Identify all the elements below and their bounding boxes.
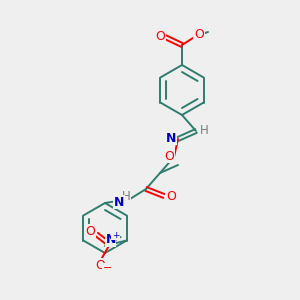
Text: O: O <box>155 31 165 44</box>
Text: N: N <box>114 196 124 208</box>
Text: O: O <box>166 190 176 202</box>
Text: −: − <box>103 263 112 274</box>
Text: O: O <box>164 149 174 163</box>
Text: O: O <box>194 28 204 41</box>
Text: H: H <box>200 124 208 136</box>
Text: O: O <box>96 259 106 272</box>
Text: +: + <box>112 231 119 240</box>
Text: O: O <box>86 225 96 238</box>
Text: N: N <box>106 233 116 246</box>
Text: H: H <box>122 190 130 202</box>
Text: N: N <box>166 131 176 145</box>
